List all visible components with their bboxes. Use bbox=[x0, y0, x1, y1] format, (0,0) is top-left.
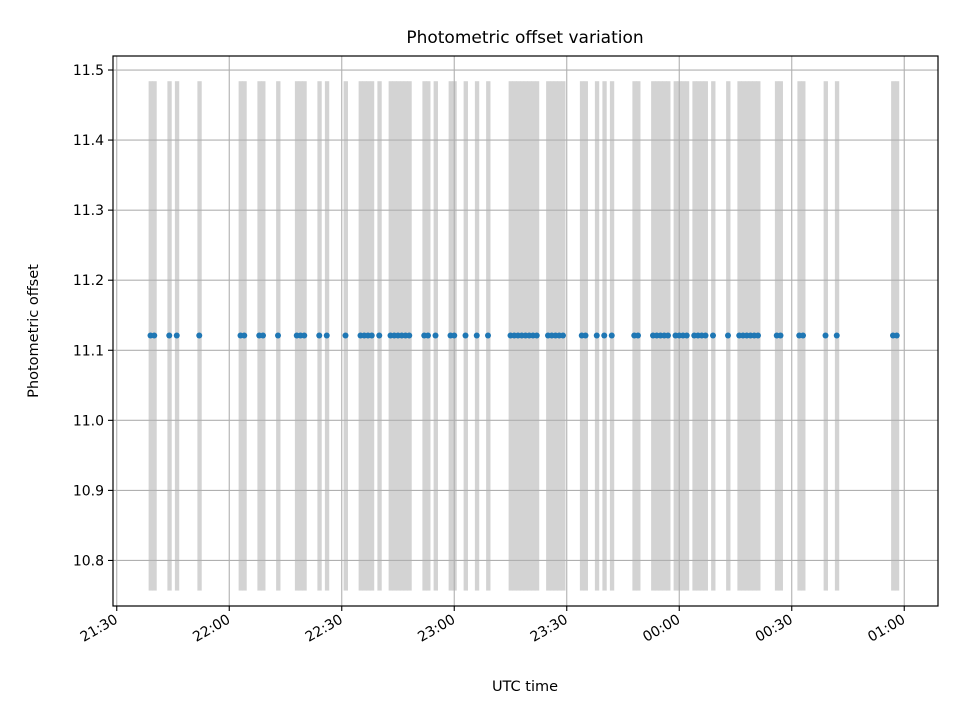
y-tick-label: 11.5 bbox=[73, 63, 104, 79]
data-point bbox=[582, 332, 589, 339]
data-point bbox=[406, 332, 413, 339]
y-tick-label: 11.4 bbox=[73, 133, 104, 149]
y-tick-label: 11.1 bbox=[73, 343, 104, 359]
data-point bbox=[822, 332, 829, 339]
data-point bbox=[833, 332, 840, 339]
data-point bbox=[151, 332, 158, 339]
data-point bbox=[710, 332, 716, 339]
data-point bbox=[260, 332, 266, 339]
data-point bbox=[376, 332, 383, 339]
data-point bbox=[316, 332, 323, 339]
data-point bbox=[323, 332, 330, 339]
data-point bbox=[683, 332, 690, 339]
y-tick-label: 11.3 bbox=[73, 203, 104, 219]
data-point bbox=[725, 332, 731, 339]
data-point bbox=[166, 332, 173, 339]
data-point bbox=[473, 332, 480, 339]
data-point bbox=[451, 332, 458, 339]
y-tick-label: 11.2 bbox=[73, 273, 104, 289]
data-point bbox=[432, 332, 439, 339]
data-point bbox=[635, 332, 641, 339]
data-point bbox=[560, 332, 566, 339]
chart-title: Photometric offset variation bbox=[406, 28, 643, 48]
y-tick-label: 10.9 bbox=[73, 483, 104, 499]
data-point bbox=[893, 332, 900, 339]
data-point bbox=[425, 332, 431, 339]
data-point bbox=[533, 332, 540, 339]
x-axis-label: UTC time bbox=[492, 679, 558, 695]
data-point bbox=[665, 332, 671, 339]
data-points bbox=[147, 332, 900, 339]
data-point bbox=[608, 332, 615, 339]
grid-lines bbox=[113, 56, 938, 606]
data-point bbox=[485, 332, 491, 339]
data-point bbox=[301, 332, 308, 339]
y-axis-label: Photometric offset bbox=[26, 264, 42, 398]
data-point bbox=[593, 332, 600, 339]
data-point bbox=[755, 332, 761, 339]
data-point bbox=[702, 332, 709, 339]
data-point bbox=[462, 332, 469, 339]
data-point bbox=[601, 332, 608, 339]
y-tick-label: 11.0 bbox=[73, 413, 104, 429]
data-point bbox=[241, 332, 248, 339]
data-point bbox=[368, 332, 375, 339]
data-point bbox=[275, 332, 281, 339]
data-point bbox=[800, 332, 806, 339]
data-point bbox=[777, 332, 784, 339]
plot-frame bbox=[112, 55, 939, 607]
data-point bbox=[342, 332, 349, 339]
data-point bbox=[173, 332, 180, 339]
y-tick-label: 10.8 bbox=[73, 553, 104, 569]
data-point bbox=[196, 332, 203, 339]
